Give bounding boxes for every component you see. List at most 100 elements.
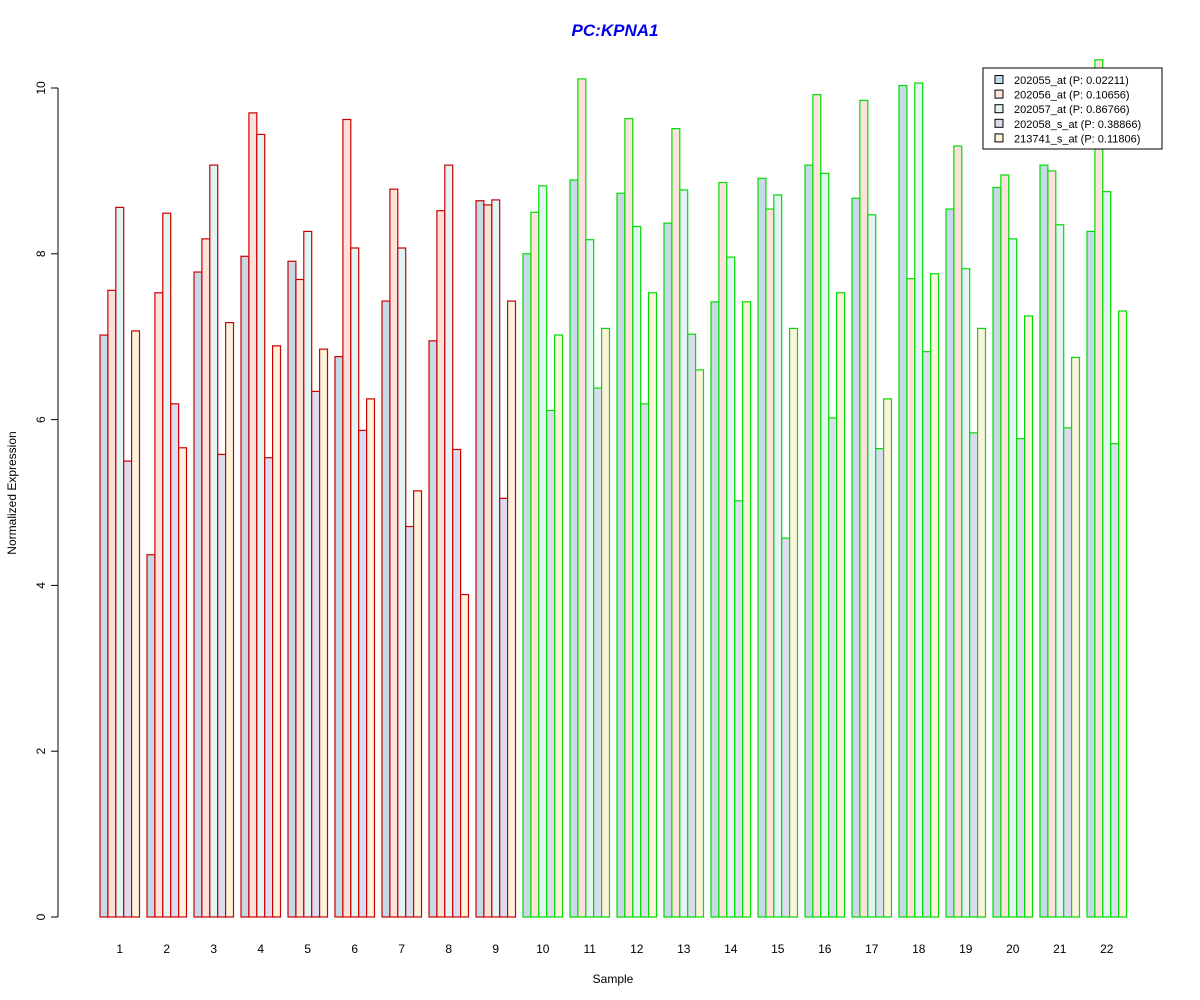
- bar-sample-11-series-4: [593, 387, 603, 918]
- bar-sample-20-series-4: [1016, 438, 1026, 918]
- bar-sample-3-series-1: [193, 271, 203, 918]
- bar-sample-11-series-1: [569, 179, 579, 918]
- bar-sample-5-series-3: [303, 230, 313, 918]
- bar-sample-21-series-4: [1063, 427, 1073, 918]
- bar-sample-16-series-2: [812, 94, 822, 918]
- bar-sample-12-series-2: [624, 118, 634, 918]
- bar-sample-16-series-4: [828, 417, 838, 918]
- bars-layer: [99, 59, 1128, 918]
- x-tick-label: 13: [677, 942, 691, 956]
- x-tick-label: 16: [818, 942, 832, 956]
- x-tick-label: 8: [445, 942, 452, 956]
- bar-sample-3-series-4: [217, 453, 227, 918]
- bar-sample-16-series-3: [820, 172, 830, 918]
- bar-sample-17-series-4: [875, 448, 885, 918]
- bar-sample-18-series-2: [906, 278, 916, 918]
- y-tick-label: 0: [34, 913, 48, 920]
- bar-sample-15-series-2: [765, 208, 775, 918]
- bar-sample-22-series-1: [1086, 230, 1096, 918]
- x-tick-label: 22: [1100, 942, 1114, 956]
- bar-sample-5-series-5: [319, 348, 329, 918]
- legend-label: 202058_s_at (P: 0.38866): [1014, 119, 1141, 131]
- bar-sample-17-series-3: [867, 214, 877, 918]
- bar-sample-22-series-3: [1102, 191, 1112, 918]
- bar-sample-17-series-2: [859, 99, 869, 918]
- bar-sample-6-series-4: [358, 429, 368, 918]
- bar-sample-10-series-4: [546, 409, 556, 918]
- bar-sample-9-series-4: [499, 497, 509, 918]
- bar-sample-12-series-5: [647, 292, 658, 918]
- x-axis: 1 2 3 4 5 6 7 8 9 10 11 12 13 14 15 16 17 18 19 20 21 22: [116, 942, 1113, 956]
- bar-sample-15-series-3: [773, 194, 783, 918]
- bar-sample-6-series-1: [334, 356, 344, 918]
- bar-sample-17-series-5: [882, 398, 893, 918]
- bar-sample-6-series-3: [350, 247, 360, 918]
- bar-sample-14-series-4: [734, 500, 744, 918]
- bar-sample-16-series-5: [835, 292, 846, 918]
- bar-sample-15-series-5: [788, 327, 799, 918]
- bar-sample-2-series-4: [170, 403, 180, 918]
- bar-sample-10-series-2: [530, 211, 540, 918]
- bar-sample-5-series-4: [311, 390, 321, 918]
- bar-sample-18-series-4: [922, 351, 932, 918]
- bar-sample-9-series-5: [507, 300, 517, 918]
- x-tick-label: 18: [912, 942, 926, 956]
- bar-sample-10-series-5: [553, 334, 564, 918]
- bar-sample-4-series-1: [240, 255, 250, 918]
- bar-sample-13-series-3: [679, 189, 689, 918]
- bar-sample-4-series-4: [264, 457, 274, 918]
- bar-sample-18-series-1: [898, 84, 908, 918]
- bar-sample-16-series-1: [804, 164, 814, 918]
- bar-sample-1-series-5: [131, 330, 141, 918]
- bar-sample-14-series-5: [741, 301, 752, 918]
- bar-sample-17-series-1: [851, 197, 861, 918]
- y-tick-label: 4: [34, 582, 48, 589]
- x-tick-label: 14: [724, 942, 738, 956]
- bar-sample-21-series-1: [1039, 164, 1049, 918]
- bar-sample-11-series-2: [577, 78, 587, 918]
- bar-sample-14-series-3: [726, 256, 736, 918]
- bar-sample-13-series-2: [671, 128, 681, 918]
- bar-sample-4-series-5: [272, 345, 282, 918]
- legend-swatch: [994, 75, 1004, 84]
- x-tick-label: 3: [210, 942, 217, 956]
- legend-swatch: [994, 104, 1004, 114]
- bar-sample-2-series-1: [146, 554, 156, 918]
- bar-sample-7-series-3: [397, 247, 407, 918]
- legend-label: 202057_at (P: 0.86766): [1014, 104, 1130, 116]
- x-tick-label: 6: [351, 942, 358, 956]
- x-tick-label: 9: [492, 942, 499, 956]
- y-tick-label: 2: [34, 748, 48, 755]
- x-tick-label: 12: [630, 942, 644, 956]
- bar-sample-1-series-4: [123, 460, 133, 918]
- bar-sample-20-series-1: [992, 186, 1002, 918]
- x-tick-label: 10: [536, 942, 550, 956]
- bar-sample-11-series-5: [600, 327, 611, 918]
- bar-sample-20-series-3: [1008, 238, 1018, 918]
- x-tick-label: 17: [865, 942, 879, 956]
- bar-sample-15-series-4: [781, 537, 791, 918]
- bar-sample-2-series-5: [178, 447, 188, 918]
- bar-sample-19-series-1: [945, 208, 955, 918]
- bar-sample-10-series-1: [522, 253, 532, 918]
- bar-sample-3-series-3: [209, 164, 219, 918]
- legend-swatch: [994, 118, 1004, 128]
- bar-sample-19-series-4: [969, 432, 979, 918]
- bar-sample-7-series-1: [381, 300, 391, 918]
- bar-sample-9-series-3: [491, 199, 501, 918]
- legend-swatch: [994, 133, 1004, 143]
- bar-sample-22-series-4: [1110, 443, 1120, 918]
- legend-box: [982, 67, 1163, 150]
- bar-sample-19-series-2: [953, 145, 963, 918]
- bar-sample-6-series-2: [342, 118, 352, 918]
- bar-sample-8-series-5: [460, 593, 470, 918]
- bar-sample-21-series-2: [1047, 170, 1057, 918]
- bar-sample-19-series-5: [976, 327, 987, 918]
- legend: 202055_at (P: 0.02211) 202056_at (P: 0.10…: [982, 67, 1163, 150]
- bar-sample-12-series-3: [632, 225, 642, 918]
- bar-sample-1-series-1: [99, 334, 109, 918]
- bar-sample-21-series-3: [1055, 224, 1065, 918]
- bar-sample-19-series-3: [961, 268, 971, 918]
- bar-sample-22-series-5: [1117, 310, 1128, 918]
- chart-title: PC:KPNA1: [572, 21, 659, 40]
